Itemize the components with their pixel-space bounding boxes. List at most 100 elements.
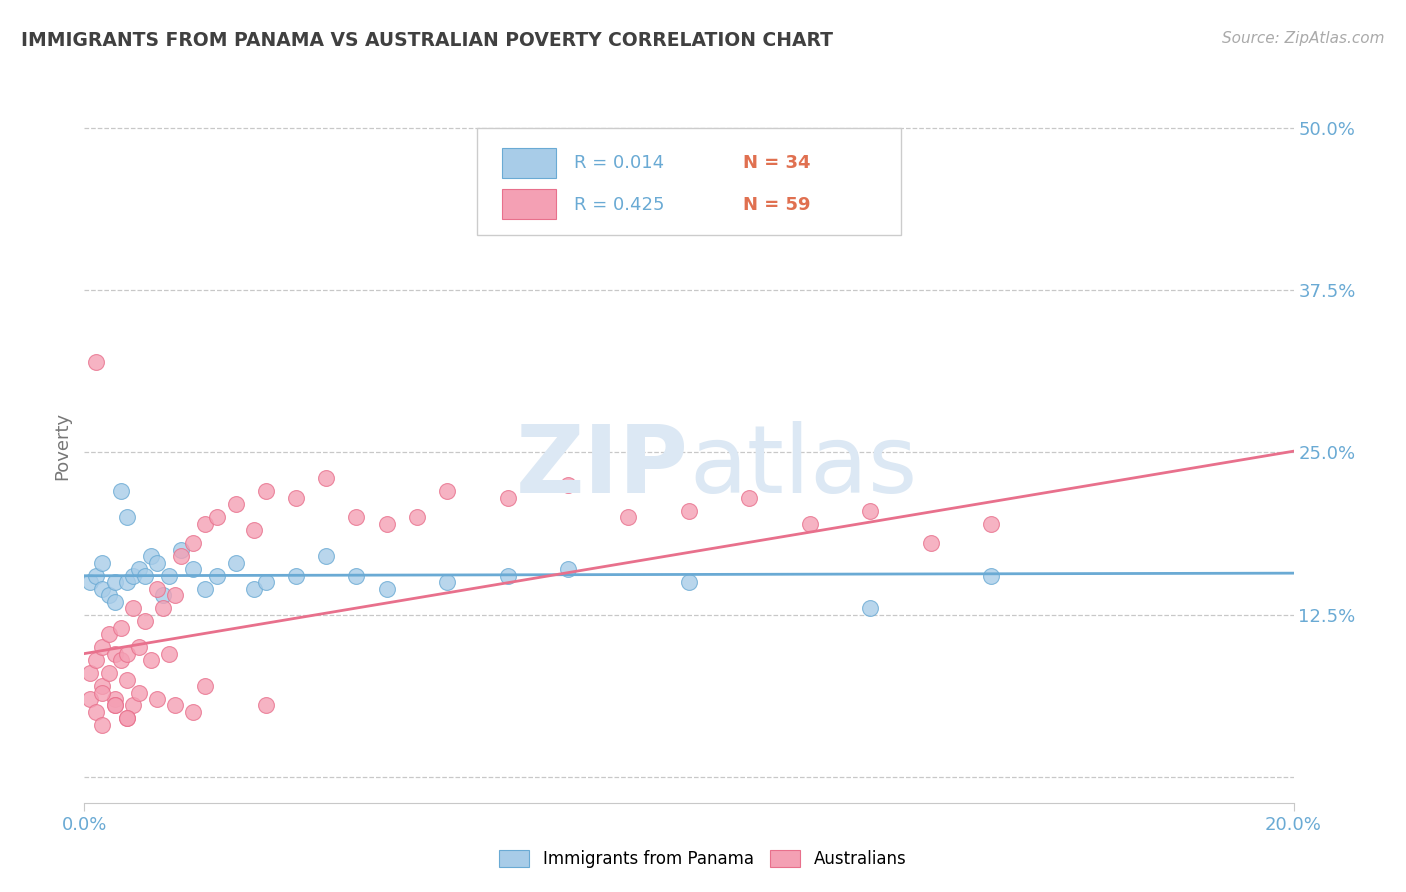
Point <box>285 491 308 505</box>
Text: ZIP: ZIP <box>516 421 689 514</box>
Point <box>225 497 247 511</box>
Point <box>738 211 761 226</box>
Point <box>207 510 229 524</box>
Point <box>134 568 156 582</box>
Point <box>86 354 108 368</box>
Point <box>104 698 127 713</box>
Point <box>91 679 114 693</box>
Point <box>79 692 101 706</box>
Point <box>859 601 882 615</box>
Point <box>436 484 458 499</box>
Point <box>115 673 138 687</box>
Point <box>110 621 132 635</box>
Point <box>406 510 429 524</box>
Point <box>157 647 180 661</box>
Point <box>104 595 127 609</box>
Point <box>346 568 368 582</box>
Point <box>152 588 174 602</box>
Text: R = 0.014: R = 0.014 <box>574 154 664 172</box>
Point <box>225 556 247 570</box>
Point <box>128 640 150 654</box>
Point <box>207 568 229 582</box>
Point <box>496 491 519 505</box>
Point <box>375 582 398 596</box>
Point <box>146 692 169 706</box>
Point <box>128 685 150 699</box>
Point <box>170 542 193 557</box>
Point <box>557 562 579 576</box>
Point <box>436 575 458 590</box>
Point <box>315 549 337 564</box>
Point <box>152 601 174 615</box>
Point <box>557 478 579 492</box>
Point <box>146 582 169 596</box>
Point <box>79 575 101 590</box>
Point <box>91 685 114 699</box>
Point <box>165 698 187 713</box>
FancyBboxPatch shape <box>502 189 555 219</box>
Point <box>115 647 138 661</box>
Point <box>254 698 277 713</box>
Point <box>254 484 277 499</box>
Point <box>86 705 108 719</box>
Point <box>134 614 156 628</box>
Point <box>375 516 398 531</box>
Point <box>346 510 368 524</box>
Point <box>617 510 640 524</box>
Point <box>128 562 150 576</box>
Point <box>799 516 821 531</box>
Point <box>91 556 114 570</box>
Point <box>91 640 114 654</box>
Point <box>920 536 942 550</box>
Point <box>146 556 169 570</box>
FancyBboxPatch shape <box>478 128 901 235</box>
Point <box>115 711 138 725</box>
Point <box>104 698 127 713</box>
Point <box>86 568 108 582</box>
Point <box>104 575 127 590</box>
Point <box>97 627 120 641</box>
Point <box>121 568 143 582</box>
Point <box>110 653 132 667</box>
Text: N = 59: N = 59 <box>744 196 811 214</box>
Point <box>110 484 132 499</box>
Point <box>165 588 187 602</box>
Point <box>242 524 264 538</box>
Point <box>79 666 101 681</box>
FancyBboxPatch shape <box>502 148 555 178</box>
Point <box>181 536 204 550</box>
Point <box>678 504 700 518</box>
Point <box>104 647 127 661</box>
Point <box>194 516 217 531</box>
Point <box>115 575 138 590</box>
Point <box>980 568 1002 582</box>
Point <box>242 582 264 596</box>
Point <box>97 588 120 602</box>
Point <box>121 601 143 615</box>
Point <box>91 582 114 596</box>
Point <box>859 504 882 518</box>
Point <box>194 582 217 596</box>
Text: Source: ZipAtlas.com: Source: ZipAtlas.com <box>1222 31 1385 46</box>
Point <box>285 568 308 582</box>
Point <box>678 575 700 590</box>
Point <box>738 491 761 505</box>
Point <box>115 711 138 725</box>
Point <box>104 692 127 706</box>
Point <box>170 549 193 564</box>
Point <box>194 679 217 693</box>
Point <box>315 471 337 485</box>
Text: atlas: atlas <box>689 421 917 514</box>
Legend: Immigrants from Panama, Australians: Immigrants from Panama, Australians <box>492 843 914 875</box>
Point <box>139 549 162 564</box>
Point <box>121 698 143 713</box>
Text: R = 0.425: R = 0.425 <box>574 196 665 214</box>
Text: IMMIGRANTS FROM PANAMA VS AUSTRALIAN POVERTY CORRELATION CHART: IMMIGRANTS FROM PANAMA VS AUSTRALIAN POV… <box>21 31 834 50</box>
Point <box>157 568 180 582</box>
Point <box>181 705 204 719</box>
Point <box>181 562 204 576</box>
Point <box>139 653 162 667</box>
Point <box>496 568 519 582</box>
Point <box>97 666 120 681</box>
Point <box>86 653 108 667</box>
